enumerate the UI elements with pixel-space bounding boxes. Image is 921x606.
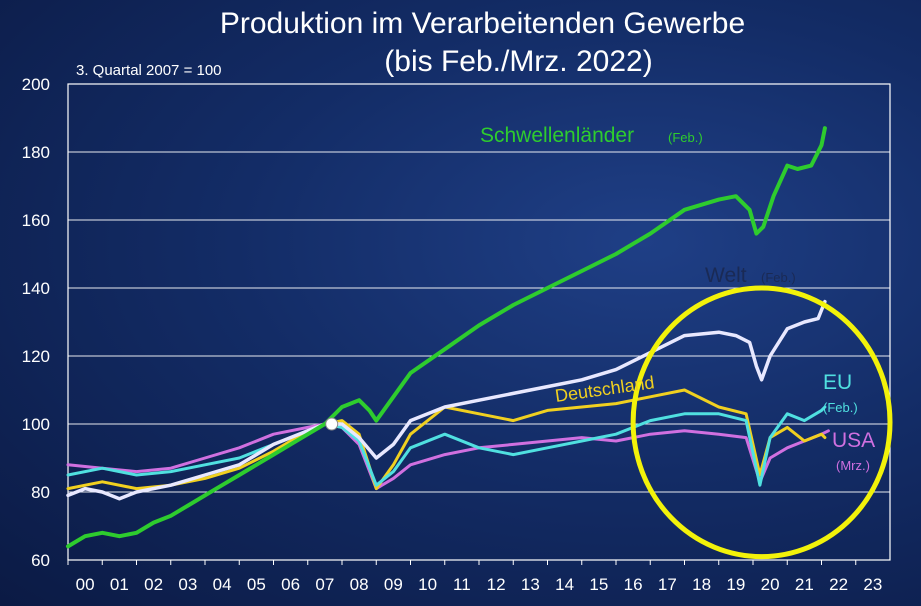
x-tick-label: 11 [453,575,471,594]
x-tick-label: 10 [418,575,437,594]
series-label-eu: EU [823,371,852,394]
x-tick-label: 15 [589,575,608,594]
x-tick-label: 09 [384,575,403,594]
y-tick-label: 120 [22,347,50,366]
x-tick-label: 05 [247,575,266,594]
series-note-welt: (Feb.) [761,270,796,285]
series-label-schwellenlaender: Schwellenländer [480,124,634,147]
y-tick-label: 140 [22,279,50,298]
series-line-eu [66,405,827,487]
series-label-deutschland: Deutschland [554,372,656,406]
x-tick-label: 04 [213,575,232,594]
x-tick-label: 13 [521,575,540,594]
base-point-marker [325,417,339,431]
chart-subtitle: (bis Feb./Mrz. 2022) [384,45,653,78]
x-tick-label: 22 [829,575,848,594]
series-note-schwellenlaender: (Feb.) [668,130,703,145]
series-label-usa: USA [832,429,875,452]
x-tick-label: 02 [144,575,163,594]
x-tick-label: 06 [281,575,300,594]
x-tick-label: 17 [658,575,677,594]
chart-title: Produktion im Verarbeitenden Gewerbe [219,7,746,40]
x-tick-label: 03 [178,575,197,594]
y-tick-label: 80 [31,483,50,502]
y-tick-label: 60 [31,551,50,570]
series-line-usa [66,422,830,491]
y-tick-label: 200 [22,75,50,94]
y-tick-label: 100 [22,415,50,434]
x-tick-label: 18 [692,575,711,594]
x-tick-label: 00 [76,575,95,594]
x-tick-label: 20 [761,575,780,594]
series-note-usa: (Mrz.) [836,458,870,473]
series-label-welt: Welt [705,264,747,287]
x-tick-label: 19 [726,575,745,594]
y-tick-label: 160 [22,211,50,230]
series-line-deutschland [66,388,827,491]
x-tick-label: 07 [315,575,334,594]
x-tick-label: 23 [863,575,882,594]
x-tick-label: 08 [350,575,369,594]
series-line-schwellenlaender [66,126,827,549]
x-tick-label: 01 [110,575,129,594]
highlight-ellipse [630,285,893,560]
plot-frame [67,83,891,561]
series-line-welt [66,299,827,501]
x-tick-label: 21 [795,575,814,594]
x-tick-label: 12 [487,575,506,594]
y-tick-label: 180 [22,143,50,162]
x-tick-label: 16 [624,575,643,594]
x-tick-label: 14 [555,575,574,594]
series-note-eu: (Feb.) [823,400,858,415]
index-note: 3. Quartal 2007 = 100 [76,62,222,79]
